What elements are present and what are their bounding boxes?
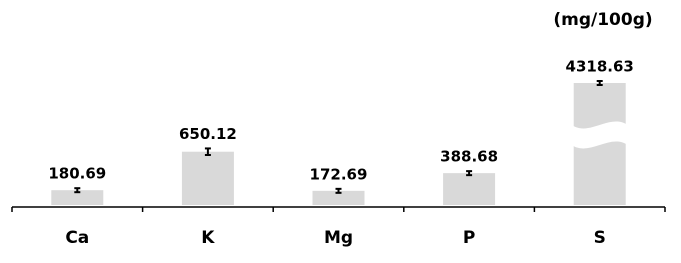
x-tick-label: S (594, 228, 606, 248)
x-tick-label: P (463, 228, 475, 248)
bar (181, 151, 234, 205)
value-label: 650.12 (179, 125, 237, 143)
value-label: 180.69 (48, 165, 106, 183)
value-label: 388.68 (440, 148, 498, 166)
value-label: 172.69 (310, 165, 368, 183)
x-tick-label: K (201, 228, 215, 248)
value-label: 4318.63 (566, 58, 634, 76)
bar (312, 190, 365, 205)
unit-annotation: (mg/100g) (553, 10, 652, 30)
bar (443, 173, 496, 205)
bar (51, 190, 104, 205)
x-tick-label: Mg (324, 228, 353, 248)
x-tick-label: Ca (65, 228, 89, 248)
axis-break (571, 121, 628, 149)
